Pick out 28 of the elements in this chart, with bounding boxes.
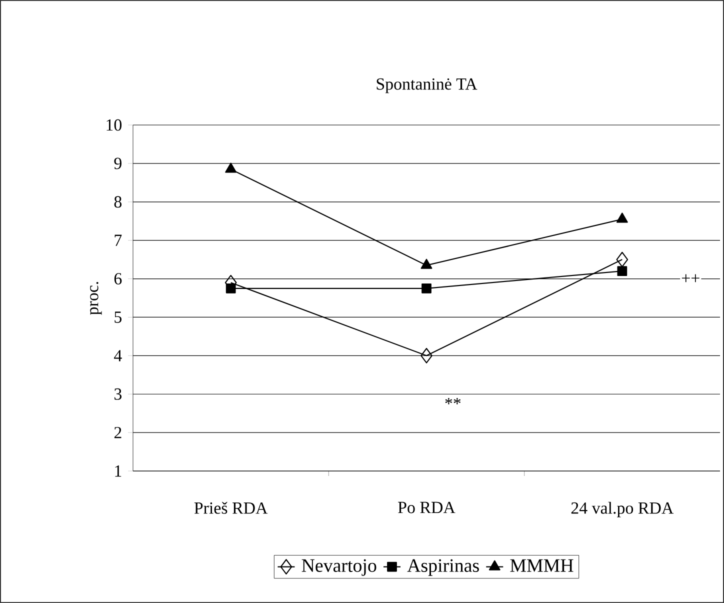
x-tick-label: Po RDA (398, 502, 456, 514)
y-tick-label: 3 (114, 388, 122, 400)
point (422, 283, 432, 294)
point (225, 162, 237, 173)
y-tick-label: 10 (106, 119, 122, 131)
y-axis-title: proc. (90, 282, 102, 315)
y-tick-label: 5 (114, 312, 122, 323)
legend-label: Aspirinas (407, 559, 479, 576)
point (420, 348, 432, 364)
annotation: ++ (682, 274, 700, 282)
y-tick-label: 8 (114, 196, 122, 208)
y-tick-label: 6 (114, 273, 122, 284)
x-tick-label: 24 val.po RDA (571, 502, 674, 518)
legend-label: Nevartojo (302, 559, 376, 576)
y-tick-label: 9 (114, 158, 122, 170)
point (617, 266, 628, 276)
chart-title: Spontaninė TA (376, 78, 478, 94)
annotation: ** (445, 398, 461, 404)
point (616, 252, 628, 268)
legend-label: MMMH (510, 559, 574, 572)
y-tick-label: 1 (115, 465, 122, 477)
y-tick-label: 2 (114, 426, 122, 438)
point (226, 283, 236, 294)
y-tick-label: 7 (114, 234, 122, 246)
x-tick-label: Prieš RDA (194, 502, 268, 514)
point (420, 258, 432, 269)
y-tick-label: 4 (114, 350, 122, 362)
point (616, 212, 628, 223)
